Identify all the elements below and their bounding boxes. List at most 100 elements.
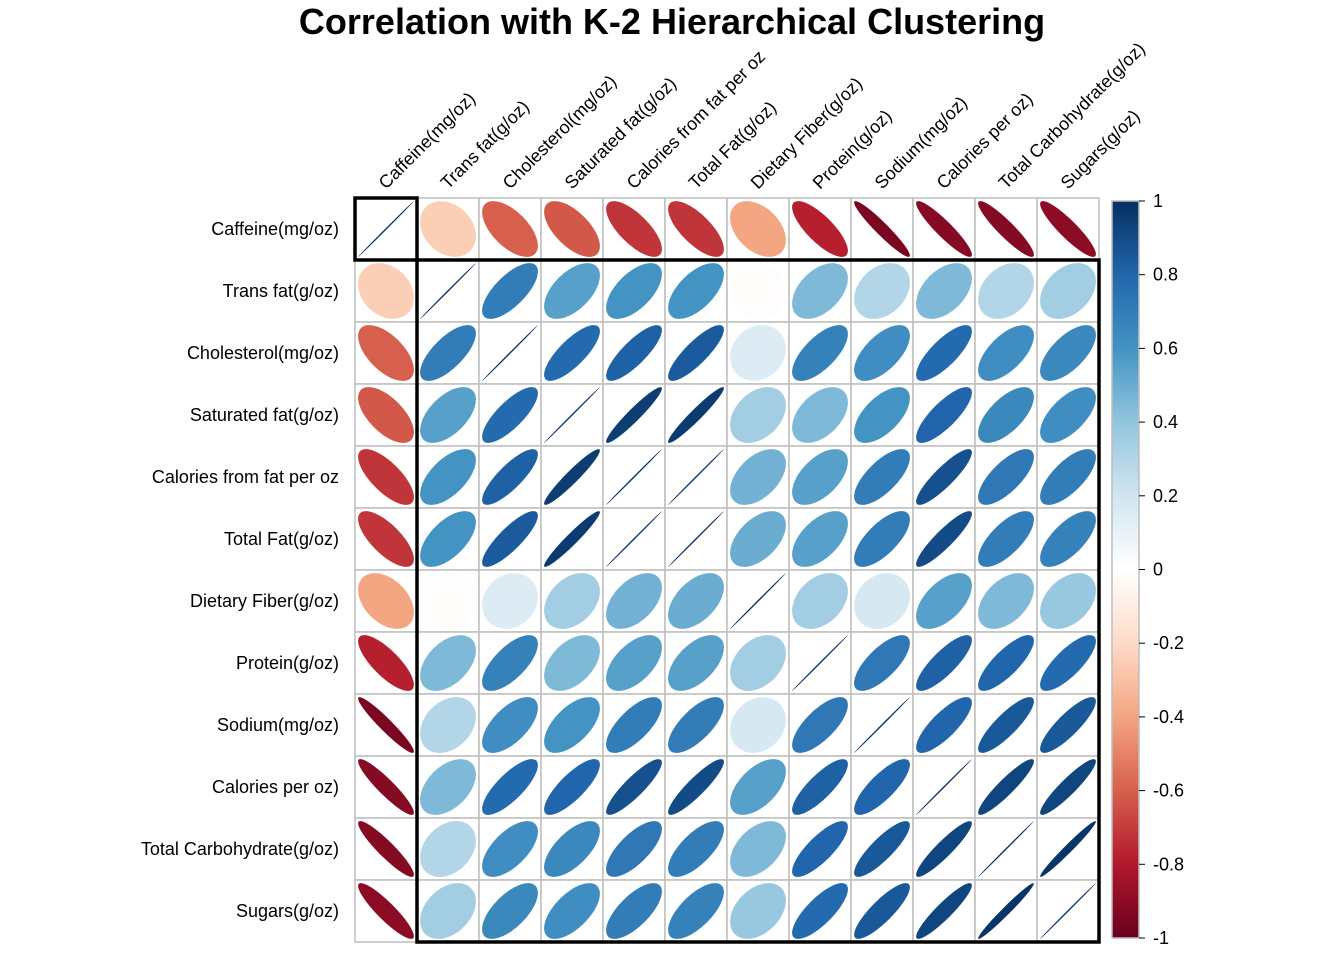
cluster-rectangle (353, 196, 419, 262)
correlation-ellipse (792, 759, 848, 815)
correlation-ellipse (482, 759, 538, 815)
correlation-ellipse (606, 759, 662, 815)
correlation-ellipse (730, 883, 786, 939)
correlation-ellipse (544, 883, 600, 939)
correlation-ellipse (916, 573, 972, 629)
correlation-ellipse (792, 263, 848, 319)
row-label: Saturated fat(g/oz) (190, 405, 339, 425)
correlation-ellipse (668, 573, 724, 629)
colorbar-tick-label: -0.6 (1153, 781, 1184, 801)
correlation-ellipse (606, 201, 662, 257)
correlation-ellipse (854, 883, 910, 939)
correlation-ellipse (854, 387, 910, 443)
correlation-ellipse (978, 325, 1034, 381)
correlation-ellipse (544, 511, 600, 567)
correlation-ellipse (358, 511, 414, 567)
correlation-ellipse (1040, 263, 1096, 319)
row-label: Sugars(g/oz) (236, 901, 339, 921)
correlation-ellipse (668, 511, 724, 567)
correlation-ellipse (1040, 201, 1096, 257)
row-label: Trans fat(g/oz) (223, 281, 339, 301)
correlation-ellipse (606, 387, 662, 443)
correlation-ellipse (482, 697, 538, 753)
correlation-ellipse (606, 635, 662, 691)
correlation-ellipse (854, 573, 910, 629)
correlation-ellipse (544, 697, 600, 753)
correlation-ellipse (544, 387, 600, 443)
correlation-ellipse (1040, 821, 1096, 877)
correlation-ellipse (792, 511, 848, 567)
correlation-ellipse (730, 387, 786, 443)
correlation-ellipse (358, 821, 414, 877)
column-labels: Caffeine(mg/oz)Trans fat(g/oz)Cholestero… (375, 39, 1149, 193)
correlation-ellipse (916, 325, 972, 381)
correlation-ellipse (420, 883, 476, 939)
correlation-ellipse (978, 883, 1034, 939)
cluster-rectangles (353, 196, 1101, 944)
correlation-ellipse (978, 449, 1034, 505)
correlation-ellipse (358, 449, 414, 505)
correlation-ellipse (978, 697, 1034, 753)
correlation-ellipse (978, 201, 1034, 257)
colorbar: 1 0.8 0.6 0.4 0.2 0 -0.2 -0.4 -0.6 -0.8 -1 (1111, 191, 1184, 948)
correlation-ellipse (420, 821, 476, 877)
correlation-ellipse (854, 635, 910, 691)
correlation-ellipse (482, 201, 538, 257)
cluster-rectangle (415, 258, 1101, 944)
correlation-ellipse (668, 697, 724, 753)
chart-title: Correlation with K-2 Hierarchical Cluste… (298, 1, 1046, 42)
correlation-ellipse (1040, 697, 1096, 753)
correlation-ellipse (916, 635, 972, 691)
row-label: Caffeine(mg/oz) (211, 219, 339, 239)
correlation-ellipse (606, 511, 662, 567)
correlation-ellipse (482, 821, 538, 877)
colorbar-tick-label: 0.6 (1153, 338, 1178, 358)
correlation-ellipse (1040, 387, 1096, 443)
correlation-ellipse (978, 387, 1034, 443)
correlation-ellipse (482, 573, 538, 629)
correlation-ellipse (730, 697, 786, 753)
correlation-ellipse (606, 325, 662, 381)
correlation-ellipse (792, 325, 848, 381)
correlation-ellipse (668, 883, 724, 939)
correlation-ellipse (420, 759, 476, 815)
correlation-ellipse (916, 201, 972, 257)
correlation-ellipse (1040, 325, 1096, 381)
colorbar-tick-label: 1 (1153, 191, 1163, 211)
correlation-ellipse (482, 263, 538, 319)
correlation-ellipse (730, 325, 786, 381)
correlation-ellipse (606, 263, 662, 319)
correlation-ellipse (358, 697, 414, 753)
correlation-ellipse (978, 759, 1034, 815)
correlation-ellipse (420, 635, 476, 691)
row-label: Protein(g/oz) (236, 653, 339, 673)
correlation-ellipse (916, 759, 972, 815)
correlation-ellipse (854, 449, 910, 505)
row-labels: Caffeine(mg/oz) Trans fat(g/oz) Cholestero… (141, 219, 339, 921)
correlation-ellipse (916, 263, 972, 319)
correlation-ellipse (730, 573, 786, 629)
correlation-ellipse (358, 883, 414, 939)
row-label: Dietary Fiber(g/oz) (190, 591, 339, 611)
colorbar-tick-label: 0.4 (1153, 412, 1178, 432)
correlation-ellipse (358, 263, 414, 319)
correlation-ellipse (978, 263, 1034, 319)
correlation-ellipse (606, 449, 662, 505)
correlation-ellipse (792, 449, 848, 505)
row-label: Sodium(mg/oz) (217, 715, 339, 735)
correlation-ellipse (606, 821, 662, 877)
correlation-ellipse (358, 201, 414, 257)
column-label: Cholesterol(mg/oz) (499, 71, 621, 193)
correlation-ellipse (1040, 759, 1096, 815)
correlation-ellipse (668, 759, 724, 815)
correlation-ellipse (916, 387, 972, 443)
correlation-ellipse (420, 449, 476, 505)
correlation-ellipse (482, 325, 538, 381)
correlation-ellipse (482, 387, 538, 443)
correlation-ellipse (668, 263, 724, 319)
correlation-ellipse (854, 263, 910, 319)
correlation-ellipse (978, 635, 1034, 691)
colorbar-tick-label: -0.2 (1153, 633, 1184, 653)
row-label: Calories from fat per oz (152, 467, 339, 487)
